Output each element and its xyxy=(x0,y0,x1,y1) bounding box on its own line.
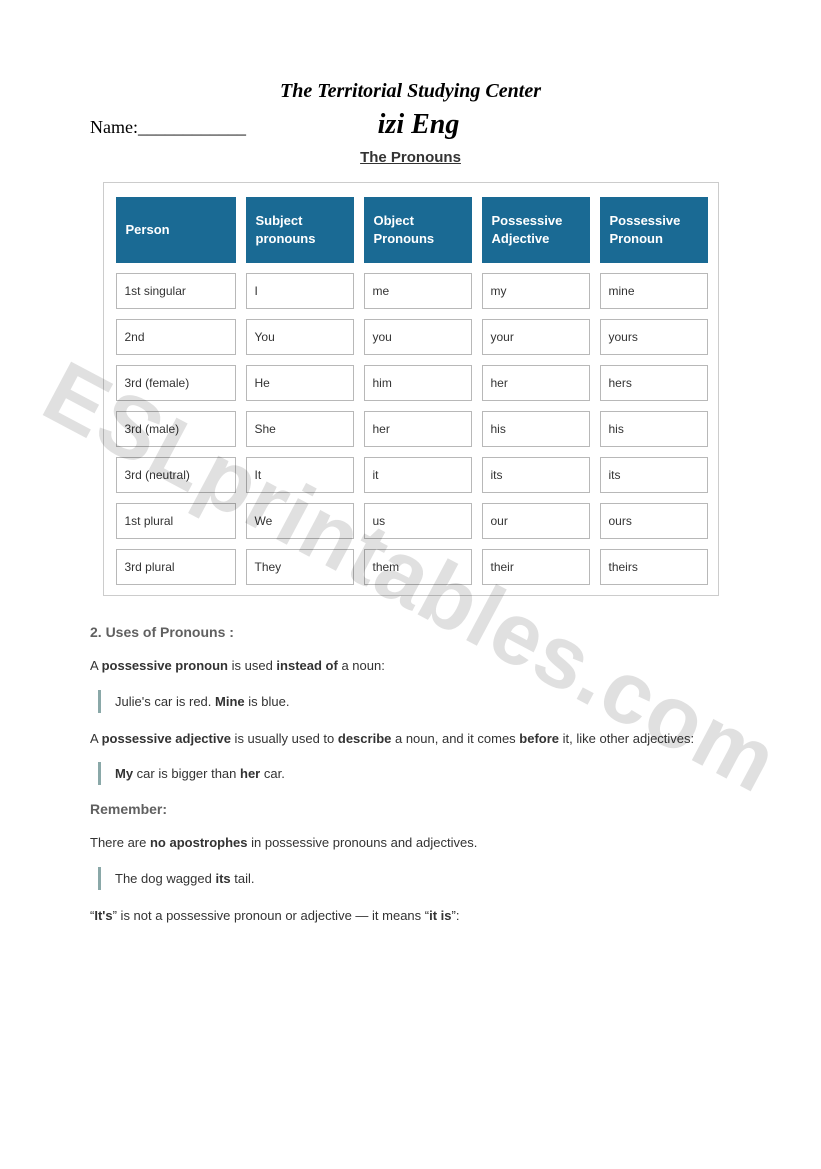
table-cell: 3rd (male) xyxy=(116,411,236,447)
text: car is bigger than xyxy=(133,766,240,781)
table-cell: his xyxy=(482,411,590,447)
text: it, like other adjectives: xyxy=(559,731,694,746)
table-cell: them xyxy=(364,549,472,585)
table-cell: 1st singular xyxy=(116,273,236,309)
table-cell: You xyxy=(246,319,354,355)
table-cell: They xyxy=(246,549,354,585)
bold-text: its xyxy=(215,871,230,886)
text: There are xyxy=(90,835,150,850)
paragraph-no-apostrophes: There are no apostrophes in possessive p… xyxy=(90,833,731,853)
table-cell: 3rd (female) xyxy=(116,365,236,401)
subheader-row: Name: ____________ izi Eng xyxy=(90,109,731,141)
table-cell: yours xyxy=(600,319,708,355)
table-cell: 1st plural xyxy=(116,503,236,539)
bold-text: her xyxy=(240,766,260,781)
table-cell: their xyxy=(482,549,590,585)
text: Julie's car is red. xyxy=(115,694,215,709)
table-header: Possessive Pronoun xyxy=(600,197,708,263)
table-cell: her xyxy=(482,365,590,401)
example-1: Julie's car is red. Mine is blue. xyxy=(98,690,731,713)
table-cell: It xyxy=(246,457,354,493)
bold-text: instead of xyxy=(276,658,337,673)
table-header: Person xyxy=(116,197,236,263)
text: a noun: xyxy=(338,658,385,673)
table-cell: its xyxy=(600,457,708,493)
table-cell: her xyxy=(364,411,472,447)
table-cell: I xyxy=(246,273,354,309)
text: A xyxy=(90,658,102,673)
bold-text: It's xyxy=(94,908,112,923)
text: is usually used to xyxy=(231,731,338,746)
table-cell: We xyxy=(246,503,354,539)
text: A xyxy=(90,731,102,746)
table-cell: its xyxy=(482,457,590,493)
table-cell: my xyxy=(482,273,590,309)
bold-text: no apostrophes xyxy=(150,835,248,850)
bold-text: Mine xyxy=(215,694,245,709)
table-cell: She xyxy=(246,411,354,447)
remember-heading: Remember: xyxy=(90,801,731,817)
table-cell: you xyxy=(364,319,472,355)
table-cell: your xyxy=(482,319,590,355)
paragraph-its: “It's” is not a possessive pronoun or ad… xyxy=(90,906,731,926)
example-2: My car is bigger than her car. xyxy=(98,762,731,785)
table-cell: me xyxy=(364,273,472,309)
paragraph-possessive-pronoun: A possessive pronoun is used instead of … xyxy=(90,656,731,676)
page-title: The Pronouns xyxy=(90,149,731,166)
brand-logo: izi Eng xyxy=(106,109,731,141)
text: tail. xyxy=(231,871,255,886)
text: is blue. xyxy=(245,694,290,709)
table-header: Possessive Adjective xyxy=(482,197,590,263)
table-header: Object Pronouns xyxy=(364,197,472,263)
table-cell: theirs xyxy=(600,549,708,585)
table-cell: his xyxy=(600,411,708,447)
bold-text: possessive adjective xyxy=(102,731,231,746)
text: a noun, and it comes xyxy=(391,731,519,746)
paragraph-possessive-adjective: A possessive adjective is usually used t… xyxy=(90,729,731,749)
bold-text: describe xyxy=(338,731,391,746)
table-cell: He xyxy=(246,365,354,401)
text: ”: xyxy=(452,908,460,923)
table-cell: mine xyxy=(600,273,708,309)
table-cell: 2nd xyxy=(116,319,236,355)
table-cell: ours xyxy=(600,503,708,539)
text: is used xyxy=(228,658,276,673)
table-cell: him xyxy=(364,365,472,401)
table-cell: it xyxy=(364,457,472,493)
example-3: The dog wagged its tail. xyxy=(98,867,731,890)
bold-text: it is xyxy=(429,908,451,923)
text: ” is not a possessive pronoun or adjecti… xyxy=(113,908,429,923)
table-cell: hers xyxy=(600,365,708,401)
text: car. xyxy=(260,766,285,781)
pronouns-table: PersonSubject pronounsObject PronounsPos… xyxy=(103,182,719,596)
table-cell: us xyxy=(364,503,472,539)
uses-heading: 2. Uses of Pronouns : xyxy=(90,624,731,640)
table-cell: 3rd plural xyxy=(116,549,236,585)
bold-text: possessive pronoun xyxy=(102,658,228,673)
table-cell: our xyxy=(482,503,590,539)
text: The dog wagged xyxy=(115,871,215,886)
bold-text: My xyxy=(115,766,133,781)
table-cell: 3rd (neutral) xyxy=(116,457,236,493)
table-header: Subject pronouns xyxy=(246,197,354,263)
center-name: The Territorial Studying Center xyxy=(90,80,731,103)
text: in possessive pronouns and adjectives. xyxy=(248,835,478,850)
bold-text: before xyxy=(519,731,559,746)
